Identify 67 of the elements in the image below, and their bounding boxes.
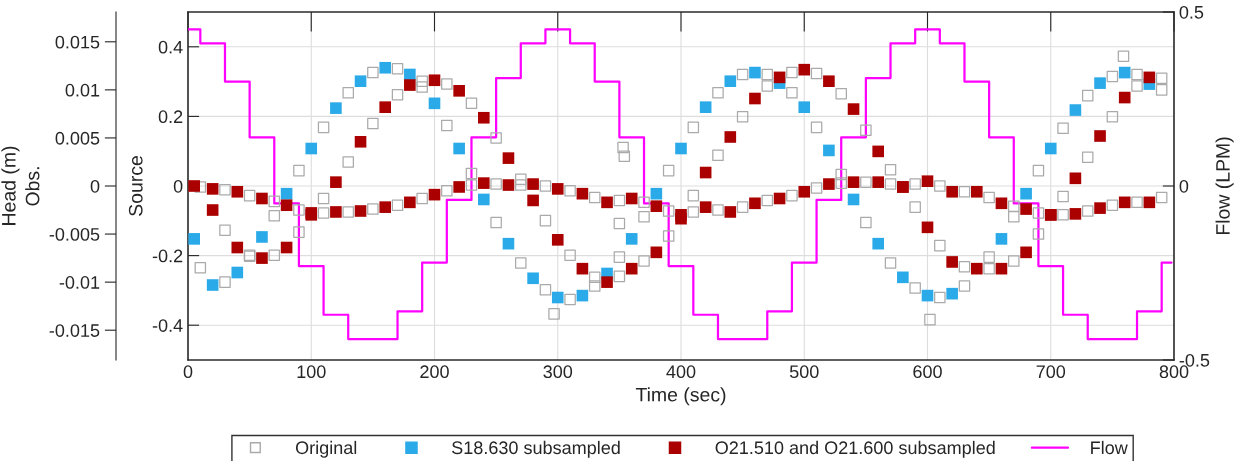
point — [724, 75, 737, 88]
point — [256, 231, 268, 243]
point — [188, 233, 200, 245]
x-tick-label: 100 — [297, 365, 326, 379]
y-tick-label: 0 — [173, 179, 183, 193]
point — [699, 101, 712, 113]
x-tick-label: 300 — [543, 365, 573, 379]
point — [749, 66, 761, 79]
legend-label: O21.510 and O21.600 subsampled — [715, 440, 995, 458]
y3-tick-label: 0.015 — [55, 35, 100, 49]
point — [280, 187, 293, 200]
point — [872, 237, 885, 250]
y-tick-label: -0.2 — [152, 249, 183, 263]
y3-tick-label: 0.01 — [65, 83, 100, 97]
point — [428, 97, 441, 110]
point — [305, 142, 318, 155]
point — [527, 272, 539, 285]
legend-label: Flow — [1091, 440, 1128, 455]
point — [576, 289, 589, 302]
y3-axis-title: Head (m) Obs. — [1, 146, 40, 225]
x-axis-title: Time (sec) — [635, 387, 726, 406]
x-tick-label: 800 — [1159, 365, 1189, 379]
point — [1094, 77, 1106, 89]
x-tick-label: 500 — [789, 365, 819, 379]
point — [231, 266, 244, 279]
point — [921, 289, 934, 302]
y2-axis-title: Flow (LPM) — [1215, 137, 1234, 235]
point — [1069, 104, 1082, 116]
y3-tick-label: 0 — [90, 179, 100, 193]
y3-tick-label: -0.005 — [49, 228, 100, 241]
point — [330, 102, 342, 114]
point — [379, 61, 392, 74]
y2-tick-label: 0.5 — [1179, 5, 1204, 19]
point — [847, 193, 860, 206]
point — [453, 142, 465, 155]
point — [946, 287, 958, 300]
x-tick-label: 700 — [1036, 365, 1066, 379]
y-axis-title: Source — [128, 156, 143, 216]
x-tick-label: 200 — [420, 365, 449, 379]
point — [995, 233, 1008, 245]
legend-label: S18.630 subsampled — [452, 440, 620, 458]
y-tick-label: -0.4 — [152, 319, 183, 332]
y3-tick-label: 0.005 — [55, 131, 100, 145]
point — [206, 279, 219, 291]
point — [1020, 187, 1032, 200]
point — [897, 271, 909, 284]
y3-tick-label: -0.01 — [59, 276, 100, 289]
x-tick-label: 0 — [183, 365, 193, 379]
point — [625, 233, 638, 245]
y-tick-label: 0.4 — [158, 40, 183, 54]
point — [1118, 66, 1131, 79]
point — [477, 193, 490, 206]
point — [823, 144, 835, 157]
y3-tick-label: -0.015 — [49, 324, 100, 337]
y-tick-label: 0.2 — [158, 110, 183, 124]
point — [354, 75, 367, 88]
point — [675, 142, 687, 155]
point — [551, 291, 564, 304]
y2-tick-label: -0.5 — [1179, 353, 1210, 367]
y2-tick-label: 0 — [1179, 179, 1189, 193]
x-tick-label: 600 — [913, 365, 942, 379]
point — [650, 187, 663, 200]
point — [798, 101, 811, 113]
point — [502, 237, 515, 250]
x-tick-label: 400 — [666, 365, 696, 379]
point — [1044, 142, 1057, 155]
legend-label: Original — [295, 440, 357, 458]
